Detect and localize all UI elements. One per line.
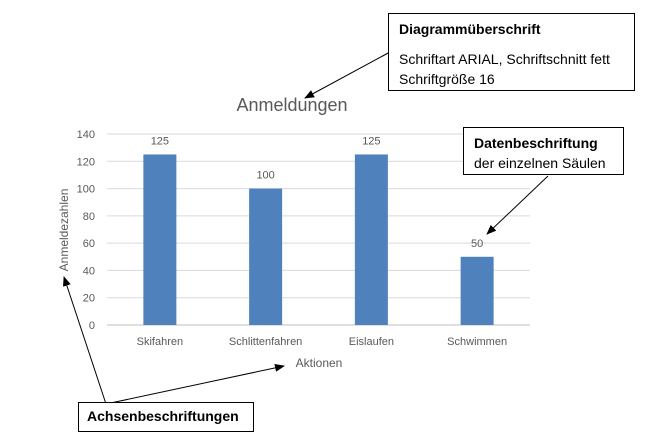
data-label: 125 — [362, 135, 380, 147]
callout-title-line1: Schriftart ARIAL, Schriftschnitt fett — [399, 51, 610, 67]
bar — [460, 256, 494, 325]
y-tick-label: 100 — [77, 184, 95, 196]
bar — [249, 188, 283, 325]
data-label: 125 — [151, 135, 169, 147]
y-tick-label: 140 — [77, 129, 95, 141]
data-label: 50 — [471, 238, 483, 250]
bar — [143, 154, 177, 325]
chart-title: Anmeldungen — [236, 95, 347, 115]
y-tick-label: 20 — [83, 293, 95, 305]
arrow-xaxis — [105, 363, 285, 405]
x-tick-label: Skifahren — [137, 336, 183, 348]
callout-chart-title: Diagrammüberschrift Schriftart ARIAL, Sc… — [388, 13, 635, 91]
x-axis-ticks: Skifahren Schlittenfahren Eislaufen Schwimm… — [137, 336, 507, 348]
data-labels: 125 100 125 50 — [151, 135, 484, 249]
callout-labels-heading: Datenbeschriftung — [474, 135, 598, 151]
x-axis-title: Aktionen — [296, 356, 343, 370]
y-axis-ticks: 0 20 40 60 80 100 120 140 — [77, 129, 95, 332]
arrow-datalabel — [486, 175, 549, 235]
y-tick-label: 120 — [77, 156, 95, 168]
x-tick-label: Schwimmen — [447, 336, 507, 348]
callout-title-heading: Diagrammüberschrift — [399, 21, 541, 37]
y-tick-label: 0 — [89, 320, 95, 332]
data-label: 100 — [256, 170, 274, 182]
bars — [143, 154, 494, 325]
callout-title-line2: Schriftgröße 16 — [399, 71, 495, 87]
arrow-title — [304, 51, 391, 99]
arrow-yaxis — [63, 276, 107, 405]
callout-labels-line1: der einzelnen Säulen — [474, 155, 606, 171]
callout-axis-titles: Achsenbeschriftungen — [78, 402, 254, 432]
callout-data-labels: Datenbeschriftung der einzelnen Säulen — [463, 127, 624, 175]
x-tick-label: Schlittenfahren — [229, 336, 302, 348]
bar — [354, 154, 388, 325]
gridlines — [107, 133, 530, 326]
y-axis-title: Anmeldezahlen — [57, 189, 71, 272]
y-tick-label: 80 — [83, 211, 95, 223]
callout-axes-heading: Achsenbeschriftungen — [87, 408, 239, 424]
y-tick-label: 60 — [83, 238, 95, 250]
y-tick-label: 40 — [83, 265, 95, 277]
x-tick-label: Eislaufen — [349, 336, 394, 348]
